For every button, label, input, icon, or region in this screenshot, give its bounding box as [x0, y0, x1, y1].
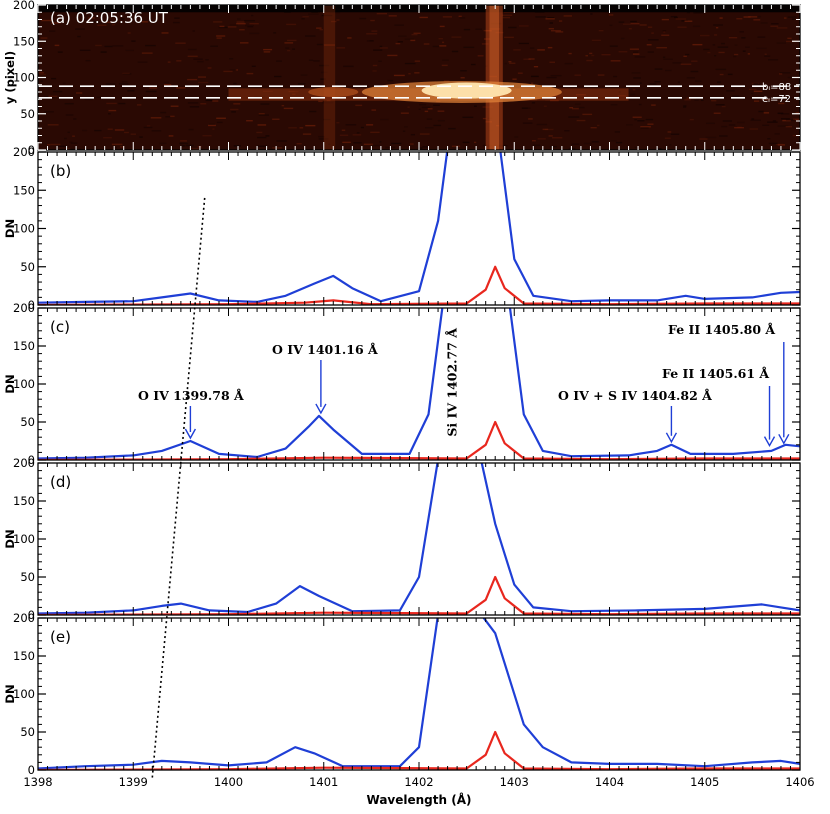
annotation-arrow-head — [665, 432, 678, 444]
x-tick-label: 1405 — [690, 775, 719, 789]
x-tick-label: 1401 — [309, 775, 338, 789]
annotation-5: Fe II 1405.80 Å — [668, 322, 790, 445]
annotation-label: O IV 1401.16 Å — [272, 342, 378, 357]
slit-label-0: bᵢ=88 — [762, 82, 791, 93]
panel-d: (d) 0 50 100 150 200 DN — [3, 456, 801, 622]
y-tick-label: 100 — [13, 377, 35, 391]
annotation-0: O IV 1399.78 Å — [138, 388, 244, 440]
panel-label: (c) — [50, 318, 70, 336]
x-tick-label: 1403 — [500, 775, 529, 789]
x-tick-label: 1400 — [214, 775, 243, 789]
y-tick-label: 150 — [13, 183, 35, 197]
series-blue-line — [38, 152, 800, 304]
series-blue-line — [38, 618, 800, 770]
y-tick-label: 0 — [28, 763, 35, 777]
y-tick-label: 150 — [13, 649, 35, 663]
x-tick-label: 1406 — [785, 775, 814, 789]
y-tick-label: 100 — [13, 532, 35, 546]
annotation-arrow-head — [184, 428, 197, 440]
plot-area — [38, 152, 800, 305]
x-tick-label: 1399 — [119, 775, 148, 789]
series-blue-line — [38, 308, 800, 460]
y-tick-label: 150 — [13, 339, 35, 353]
y-tick-label: 200 — [13, 0, 35, 12]
y-tick-label: 100 — [13, 222, 35, 236]
series-blue-line — [38, 463, 800, 615]
panel-c: (c) O IV 1399.78 Å O IV 1401.16 Å Si IV 140… — [3, 301, 801, 467]
annotation-4: Fe II 1405.61 Å — [662, 366, 776, 448]
y-tick-label: 150 — [13, 34, 35, 48]
y-axis-label: y (pixel) — [3, 51, 17, 104]
annotation-arrow-head — [778, 433, 790, 445]
annotation-arrow-head — [763, 436, 776, 448]
annotation-label: Si IV 1402.77 Å — [444, 328, 459, 437]
y-tick-label: 50 — [20, 725, 35, 739]
y-tick-label: 0 — [28, 143, 35, 157]
plot-area — [38, 463, 800, 615]
y-tick-label: 200 — [13, 456, 35, 470]
y-tick-label: 200 — [13, 145, 35, 159]
y-tick-label: 150 — [13, 494, 35, 508]
y-axis-label: DN — [3, 529, 17, 548]
annotation-2: Si IV 1402.77 Å — [444, 328, 459, 437]
panel-label: (b) — [50, 162, 71, 180]
y-axis-label: DN — [3, 374, 17, 393]
y-axis-label: DN — [3, 219, 17, 238]
y-tick-label: 200 — [13, 301, 35, 315]
y-tick-label: 50 — [20, 570, 35, 584]
series-red-line — [38, 575, 800, 615]
y-tick-label: 50 — [20, 260, 35, 274]
y-tick-label: 100 — [13, 71, 35, 85]
y-tick-label: 50 — [20, 107, 35, 121]
slit-label-1: eᵢ=72 — [762, 94, 791, 105]
series-red-line — [38, 730, 800, 770]
annotation-arrow-head — [315, 403, 327, 415]
series-red-line — [38, 420, 800, 460]
panel-e: (e) 0 50 100 150 200 DN — [3, 611, 801, 777]
y-tick-label: 100 — [13, 687, 35, 701]
y-tick-label: 50 — [20, 415, 35, 429]
guide-line — [151, 197, 206, 778]
x-axis-label: Wavelength (Å) — [367, 792, 472, 807]
y-tick-label: 0 — [28, 298, 35, 312]
annotation-label: Fe II 1405.61 Å — [662, 366, 769, 381]
annotation-label: O IV + S IV 1404.82 Å — [558, 388, 712, 403]
annotation-label: O IV 1399.78 Å — [138, 388, 244, 403]
y-tick-label: 0 — [28, 608, 35, 622]
x-tick-label: 1404 — [595, 775, 624, 789]
panel-b: (b) 0 50 100 150 200 DN — [3, 145, 801, 312]
x-tick-label: 1398 — [23, 775, 52, 789]
panel-label: (a) 02:05:36 UT — [50, 9, 169, 27]
annotation-3: O IV + S IV 1404.82 Å — [558, 388, 712, 444]
y-tick-label: 0 — [28, 453, 35, 467]
x-tick-label: 1402 — [404, 775, 433, 789]
annotation-1: O IV 1401.16 Å — [272, 342, 378, 415]
y-tick-label: 200 — [13, 611, 35, 625]
panel-label: (e) — [50, 628, 71, 646]
annotation-label: Fe II 1405.80 Å — [668, 322, 775, 337]
panel-label: (d) — [50, 473, 71, 491]
y-axis-label: DN — [3, 684, 17, 703]
